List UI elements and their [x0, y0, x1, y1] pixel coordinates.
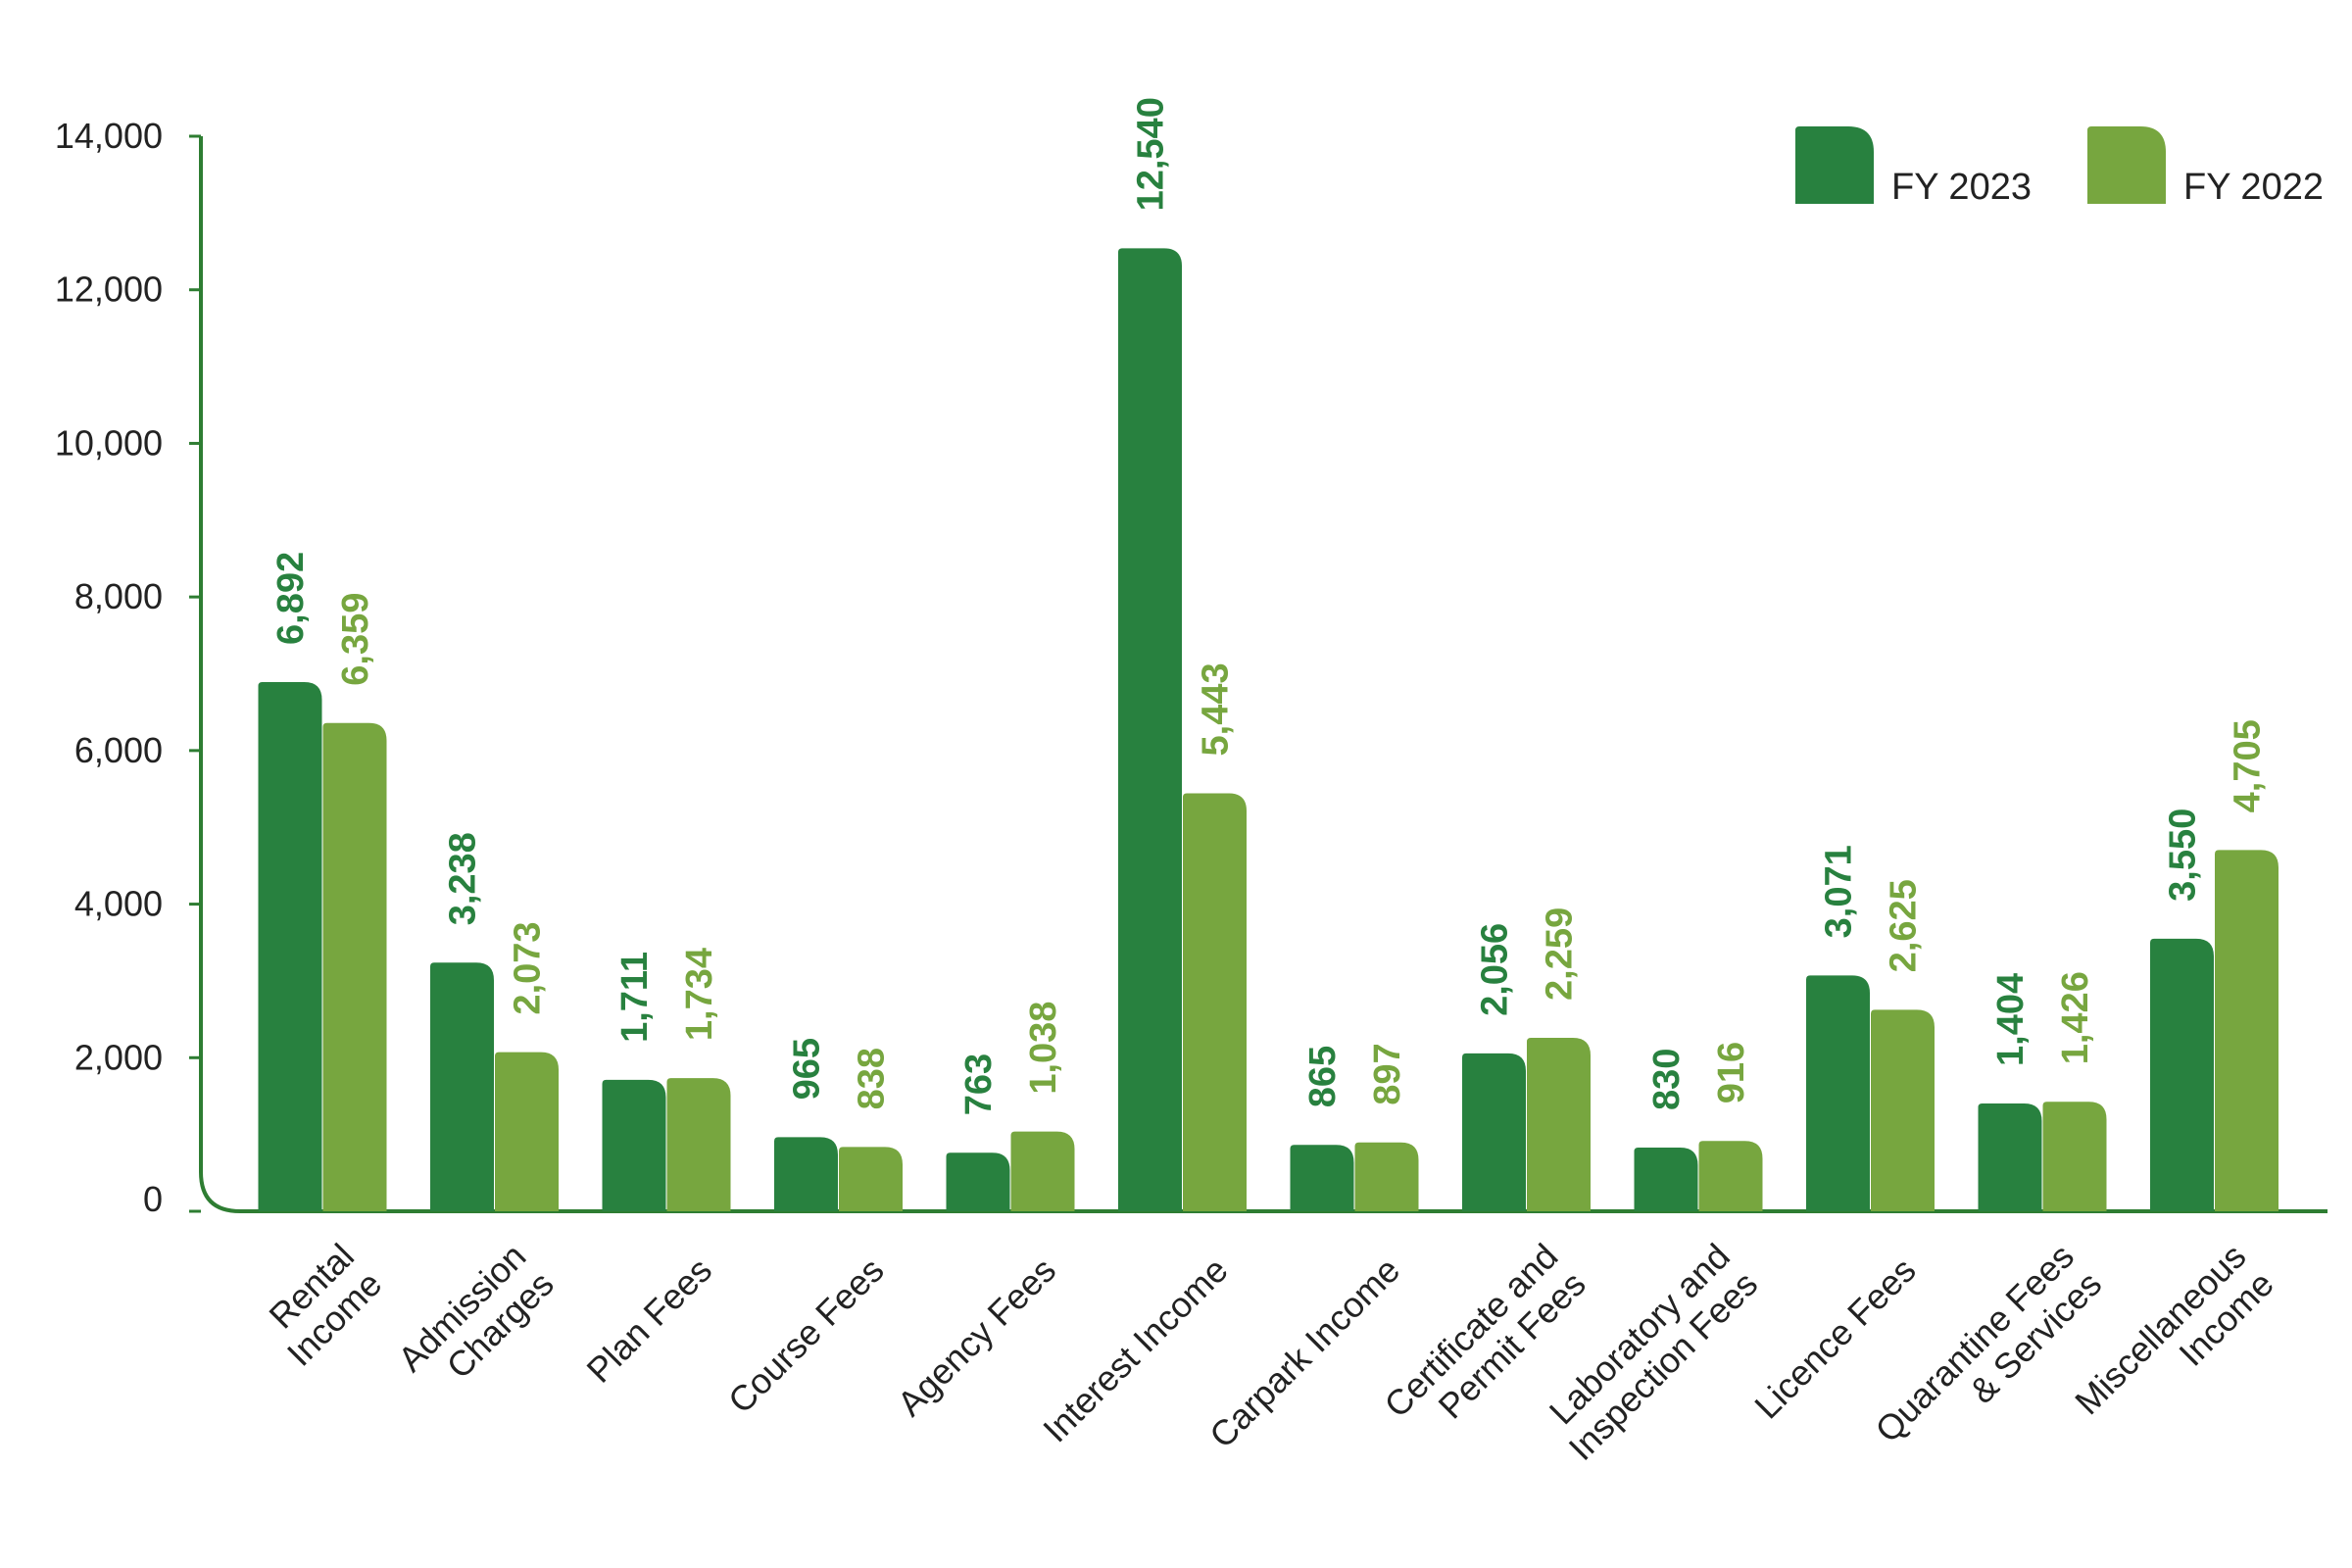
data-label: 2,625 — [1884, 879, 1925, 972]
data-label: 830 — [1646, 1049, 1688, 1110]
data-label: 4,705 — [2228, 719, 2269, 812]
data-label: 12,540 — [1131, 97, 1172, 211]
legend-swatch — [2087, 126, 2166, 204]
data-label: 2,056 — [1475, 923, 1516, 1016]
data-label: 916 — [1711, 1042, 1752, 1103]
bar-fy2023 — [774, 1137, 838, 1211]
category-label-line: Course Fees — [720, 1250, 892, 1421]
bar-fy2023 — [1462, 1053, 1526, 1211]
data-label: 1,404 — [1990, 973, 2032, 1066]
category-label: Plan Fees — [579, 1250, 720, 1391]
bar-fy2023 — [430, 962, 494, 1211]
data-label: 1,734 — [679, 948, 720, 1041]
bar-fy2023 — [1290, 1145, 1354, 1211]
bar-fy2022 — [495, 1052, 559, 1211]
data-label: 865 — [1302, 1046, 1344, 1107]
category-label: Agency Fees — [890, 1250, 1064, 1424]
bar-fy2022 — [666, 1078, 731, 1211]
y-tick-label: 10,000 — [55, 422, 163, 463]
data-label: 6,892 — [270, 552, 312, 645]
y-tick-label: 8,000 — [74, 576, 163, 616]
data-label: 1,711 — [614, 952, 656, 1043]
data-label: 897 — [1367, 1043, 1408, 1104]
bar-fy2023 — [2150, 938, 2214, 1211]
bar-fy2023 — [602, 1079, 666, 1211]
data-label: 1,038 — [1023, 1002, 1064, 1095]
category-label-line: Agency Fees — [890, 1250, 1064, 1424]
bar-fy2023 — [1118, 248, 1182, 1211]
value-labels-group: 6,892 6,359 3,238 2,073 1,711 1,734 965 838 763 1… — [270, 97, 2269, 1115]
legend-swatch — [1795, 126, 1874, 204]
category-label-line: Plan Fees — [579, 1250, 720, 1391]
bar-fy2023 — [258, 681, 322, 1211]
bar-fy2023 — [1634, 1147, 1698, 1211]
data-label: 3,238 — [443, 832, 484, 925]
data-label: 2,259 — [1540, 907, 1581, 1001]
data-label: 3,550 — [2163, 808, 2204, 902]
y-axis-ticks: 0 2,000 4,000 6,000 8,000 10,000 12,000 14,000 — [55, 116, 201, 1219]
bar-fy2022 — [2215, 850, 2278, 1211]
y-tick-label: 4,000 — [74, 884, 163, 924]
bar-fy2022 — [1698, 1141, 1763, 1211]
y-tick-label: 14,000 — [55, 116, 163, 156]
bar-fy2022 — [1527, 1037, 1591, 1211]
bar-fy2023 — [1978, 1102, 2042, 1211]
data-label: 5,443 — [1196, 662, 1237, 756]
data-label: 965 — [787, 1038, 828, 1100]
category-label: Interest Income — [1035, 1250, 1235, 1449]
legend-label: FY 2022 — [2183, 167, 2324, 208]
bar-fy2022 — [1010, 1131, 1075, 1211]
data-label: 763 — [958, 1054, 1000, 1115]
bar-fy2023 — [1806, 975, 1870, 1211]
bar-fy2022 — [322, 722, 387, 1211]
data-label: 6,359 — [335, 593, 376, 686]
data-label: 838 — [852, 1048, 893, 1109]
category-label-line: Interest Income — [1035, 1250, 1235, 1449]
y-tick-label: 2,000 — [74, 1037, 163, 1077]
bar-fy2022 — [1354, 1142, 1419, 1211]
bar-fy2022 — [2042, 1102, 2107, 1211]
bar-fy2022 — [1183, 793, 1247, 1211]
data-label: 2,073 — [508, 921, 549, 1014]
bar-fy2023 — [946, 1152, 1010, 1211]
category-label: Course Fees — [720, 1250, 892, 1421]
legend-label: FY 2023 — [1891, 167, 2032, 208]
legend: FY 2023 FY 2022 — [1795, 126, 2324, 208]
y-tick-label: 12,000 — [55, 270, 163, 310]
data-label: 3,071 — [1819, 845, 1860, 938]
data-label: 1,426 — [2055, 971, 2096, 1064]
bar-fy2022 — [839, 1147, 903, 1211]
chart-axes — [199, 136, 2328, 1213]
y-tick-label: 0 — [143, 1179, 163, 1219]
bars-group — [258, 248, 2278, 1211]
y-tick-label: 6,000 — [74, 730, 163, 770]
axis-line — [199, 136, 2328, 1213]
bar-fy2022 — [1871, 1009, 1935, 1211]
